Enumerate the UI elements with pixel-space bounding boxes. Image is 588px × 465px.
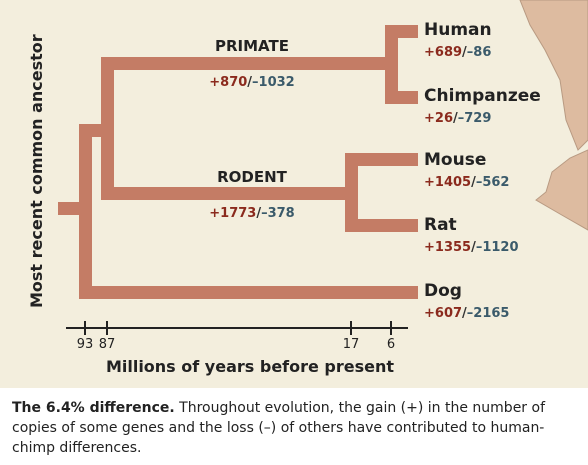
rat-separator: / bbox=[471, 240, 476, 255]
primate-counts: +870/–1032 bbox=[172, 74, 332, 91]
mouse-separator: / bbox=[471, 175, 476, 190]
rat-gain: +1355 bbox=[424, 240, 472, 255]
node-93-connector bbox=[79, 124, 92, 299]
tree-branches bbox=[58, 25, 418, 299]
mouse-loss: –562 bbox=[475, 175, 510, 190]
human-gain: +689 bbox=[424, 45, 463, 60]
rodent-separator: / bbox=[256, 206, 262, 221]
caption-body: Throughout evolution, the gain (+) in th… bbox=[12, 400, 546, 456]
chimp-separator: / bbox=[452, 111, 458, 126]
rat-name: Rat bbox=[424, 215, 457, 235]
primate-label: PRIMATE bbox=[215, 37, 289, 55]
node-6-connector bbox=[385, 25, 398, 104]
human-loss: –86 bbox=[466, 45, 492, 60]
tick-label-93: 93 bbox=[76, 337, 94, 352]
tip-dog: Dog +607/–2165 bbox=[424, 281, 509, 322]
node-17-connector bbox=[345, 153, 358, 232]
rodent-counts: +1773/–378 bbox=[172, 205, 332, 222]
node-87-connector bbox=[101, 57, 114, 200]
dog-branch bbox=[79, 286, 418, 299]
primate-separator: / bbox=[247, 75, 253, 90]
dog-gain: +607 bbox=[424, 306, 463, 321]
tip-mouse: Mouse +1405/–562 bbox=[424, 150, 509, 191]
human-name: Human bbox=[424, 20, 492, 40]
phylogenetic-tree bbox=[58, 0, 588, 335]
human-separator: / bbox=[462, 45, 467, 60]
rodent-gain: +1773 bbox=[209, 206, 257, 221]
caption: The 6.4% difference. Throughout evolutio… bbox=[12, 398, 582, 458]
human-silhouette-icon bbox=[519, 0, 588, 151]
time-axis bbox=[66, 321, 408, 335]
chimp-name: Chimpanzee bbox=[424, 86, 541, 106]
tip-rat: Rat +1355/–1120 bbox=[424, 215, 519, 256]
tick-label-87: 87 bbox=[98, 337, 116, 352]
mouse-name: Mouse bbox=[424, 150, 487, 170]
primate-gain: +870 bbox=[209, 75, 248, 90]
tip-human: Human +689/–86 bbox=[424, 20, 492, 61]
primate-loss: –1032 bbox=[252, 75, 295, 90]
tick-label-17: 17 bbox=[342, 337, 360, 352]
primate-branch bbox=[101, 57, 397, 70]
rodent-loss: –378 bbox=[261, 206, 295, 221]
rat-loss: –1120 bbox=[475, 240, 519, 255]
chimp-gain: +26 bbox=[424, 111, 453, 126]
caption-title: The 6.4% difference. bbox=[12, 400, 175, 416]
xaxis-label: Millions of years before present bbox=[105, 357, 395, 376]
dog-loss: –2165 bbox=[466, 306, 510, 321]
yaxis-label: Most recent common ancestor bbox=[27, 34, 46, 308]
mouse-branch bbox=[345, 153, 418, 166]
human-branch bbox=[385, 25, 418, 38]
root-branch bbox=[58, 202, 84, 215]
mouse-gain: +1405 bbox=[424, 175, 472, 190]
dog-name: Dog bbox=[424, 281, 462, 301]
figure-panel: Most recent common ancestor PRIMATE +870… bbox=[0, 0, 588, 388]
chimp-silhouette-icon bbox=[535, 149, 588, 231]
tick-label-6: 6 bbox=[386, 337, 396, 352]
rodent-branch bbox=[101, 187, 357, 200]
rat-branch bbox=[345, 219, 418, 232]
dog-separator: / bbox=[462, 306, 467, 321]
chimp-branch bbox=[385, 91, 418, 104]
chimp-loss: –729 bbox=[457, 111, 492, 126]
tip-chimpanzee: Chimpanzee +26/–729 bbox=[424, 86, 541, 127]
rodent-label: RODENT bbox=[217, 168, 287, 186]
